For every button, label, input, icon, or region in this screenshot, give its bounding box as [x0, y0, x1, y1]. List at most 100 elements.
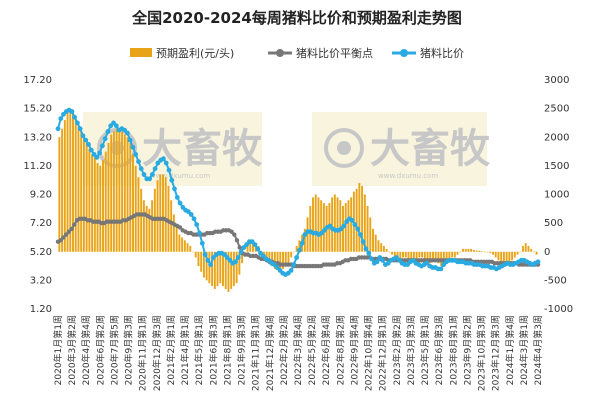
ratio-point-1	[58, 116, 64, 121]
x-tick-16: 2022年2月第2周	[278, 315, 290, 385]
profit-bar-79	[273, 251, 276, 269]
ratio-point-49	[191, 216, 197, 222]
profit-bar-83	[284, 251, 287, 267]
profit-bar-147	[459, 251, 462, 253]
ratio-point-88	[299, 240, 305, 246]
x-tick-10: 2021年5月第1周	[193, 315, 205, 385]
profit-bar-14	[96, 163, 99, 252]
ratio-point-54	[205, 257, 211, 263]
legend-label-breakeven: 猪料比价平衡点	[296, 46, 373, 60]
ratio-point-7	[75, 120, 80, 126]
ratio-point-18	[105, 129, 111, 134]
y-axis-right: 3000 2500 2000 1500 1000 500 0 -500 -1000	[544, 75, 573, 315]
y-left-tick-4: 9.20	[30, 190, 52, 201]
profit-bar-175	[535, 251, 538, 255]
profit-bar-94	[314, 194, 317, 252]
profit-bar-86	[292, 251, 295, 253]
profit-bar-20	[112, 131, 115, 252]
profit-bar-158	[489, 251, 492, 253]
profit-bar-161	[497, 251, 500, 261]
profit-bar-127	[404, 251, 407, 258]
x-tick-18: 2022年5月第2周	[306, 315, 318, 385]
ratio-point-85	[291, 262, 297, 267]
profit-bar-3	[66, 111, 69, 252]
ratio-point-64	[233, 259, 239, 265]
profit-bar-151	[470, 248, 473, 252]
y-left-tick-8: 1.20	[30, 304, 52, 315]
profit-bar-51	[197, 251, 200, 267]
profit-bar-55	[208, 251, 211, 284]
profit-bar-131	[415, 251, 418, 261]
profit-bar-57	[213, 251, 216, 289]
x-tick-33: 2024年3月第1周	[518, 315, 530, 385]
ratio-point-113	[369, 256, 374, 262]
ratio-point-15	[97, 150, 102, 156]
profit-bar-50	[194, 251, 197, 258]
profit-bar-67	[241, 251, 244, 264]
ratio-point-51	[197, 230, 202, 236]
profit-bar-139	[437, 251, 440, 264]
profit-bar-102	[336, 197, 339, 252]
ratio-point-35	[152, 166, 158, 172]
ratio-point-66	[238, 249, 244, 255]
profit-bar-115	[372, 228, 374, 252]
profit-bar-157	[486, 251, 489, 253]
profit-bar-30	[140, 188, 143, 252]
profit-bar-48	[189, 246, 192, 252]
profit-bar-116	[374, 234, 377, 252]
ratio-point-21	[113, 123, 119, 129]
x-tick-13: 2021年9月第3周	[236, 315, 248, 385]
ratio-point-53	[202, 252, 208, 257]
watermark-right-logo	[324, 128, 364, 168]
y-left-tick-1: 15.20	[23, 104, 52, 115]
ratio-point-30	[138, 166, 144, 172]
profit-bar-90	[303, 228, 306, 252]
profit-bar-155	[481, 251, 484, 252]
profit-bar-128	[407, 251, 410, 261]
profit-bar-7	[77, 125, 80, 252]
x-tick-2: 2020年4月第4周	[80, 315, 92, 385]
profit-bar-164	[505, 251, 508, 267]
ratio-point-14	[94, 154, 100, 160]
watermark-right-domain: www.dxumu.com	[378, 172, 438, 180]
profit-bar-16	[102, 160, 104, 252]
profit-bar-172	[527, 246, 530, 252]
profit-bar-152	[472, 250, 475, 252]
profit-bar-149	[464, 248, 467, 252]
profit-bar-15	[99, 165, 102, 252]
profit-bar-112	[363, 194, 366, 252]
ratio-point-48	[188, 212, 194, 217]
profit-bar-168	[516, 251, 519, 255]
profit-bar-78	[271, 251, 274, 267]
series-lines	[55, 107, 541, 277]
x-tick-9: 2021年4月第1周	[179, 315, 191, 385]
x-tick-22: 2022年10月第4周	[363, 315, 375, 391]
breakeven-point-6	[72, 222, 77, 227]
profit-bar-107	[350, 197, 353, 252]
profit-bar-63	[230, 251, 233, 289]
ratio-point-107	[352, 222, 358, 228]
chart-title: 全国2020-2024每周猪料比价和预期盈利走势图	[131, 9, 462, 27]
ratio-point-117	[380, 257, 385, 263]
profit-bar-88	[298, 240, 301, 252]
ratio-point-5	[69, 109, 75, 114]
breakeven-point-67	[237, 245, 242, 250]
x-tick-24: 2023年2月第2周	[391, 315, 403, 385]
profit-bar-9	[82, 137, 85, 252]
y-right-tick-5: 500	[544, 218, 563, 229]
legend-label-profit: 预期盈利(元/头)	[156, 47, 234, 60]
profit-bar-45	[181, 237, 184, 252]
profit-bar-137	[432, 251, 434, 261]
ratio-point-173	[535, 259, 541, 265]
x-tick-23: 2022年12月第1周	[377, 315, 389, 391]
profit-bar-39	[164, 177, 167, 252]
profit-bar-163	[502, 251, 505, 267]
profit-bar-61	[224, 251, 227, 289]
y-right-tick-8: -1000	[544, 304, 573, 315]
profit-bar-27	[132, 154, 134, 252]
y-left-tick-7: 3.20	[30, 275, 52, 286]
x-tick-17: 2022年3月第4周	[292, 315, 304, 385]
profit-bar-110	[358, 183, 361, 252]
profit-bar-97	[322, 203, 325, 252]
